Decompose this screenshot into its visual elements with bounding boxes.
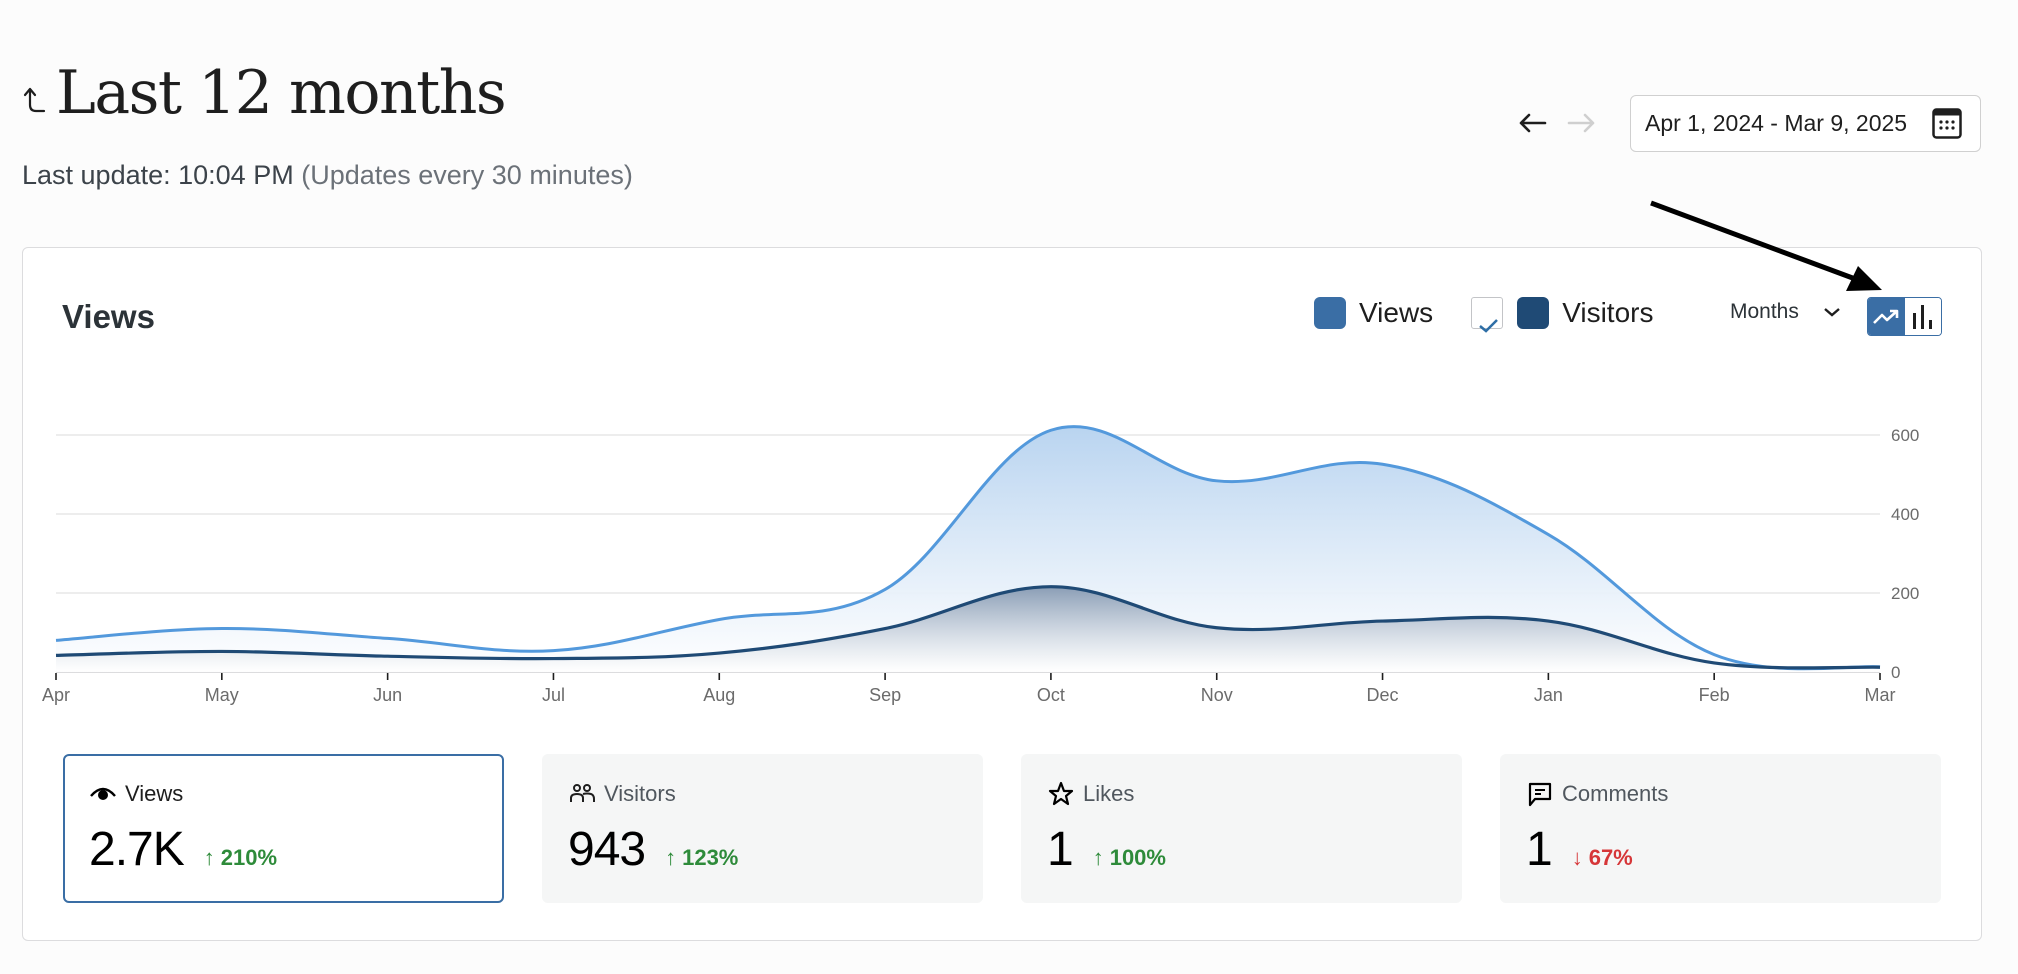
y-tick-label: 400 [1891, 505, 1919, 524]
x-tick-label: Apr [42, 685, 70, 705]
bar-chart-icon [1912, 304, 1932, 329]
stat-value-row: 2.7K ↑ 210% [89, 822, 502, 877]
checkmark-icon [1479, 319, 1499, 333]
last-update-time: Last update: 10:04 PM [22, 160, 294, 190]
next-period-arrow-icon[interactable] [1564, 106, 1598, 140]
last-update: Last update: 10:04 PM (Updates every 30 … [22, 160, 633, 191]
x-tick-label: Dec [1367, 685, 1399, 705]
stat-card-likes[interactable]: Likes 1 ↑ 100% [1021, 754, 1462, 903]
chevron-down-icon [1824, 308, 1840, 317]
x-tick-label: Feb [1699, 685, 1730, 705]
stat-change-percent: 210% [220, 845, 278, 870]
line-chart-button[interactable] [1868, 298, 1905, 335]
stats-row: Views 2.7K ↑ 210% Visitors 943 ↑ 123% Likes 1 ↑ 1… [63, 754, 1941, 903]
stat-label: Likes [1083, 781, 1135, 806]
date-range-picker[interactable]: Apr 1, 2024 - Mar 9, 2025 [1630, 95, 1981, 152]
stat-change-percent: 67% [1588, 845, 1633, 870]
eye-icon [89, 780, 117, 808]
stat-value-row: 943 ↑ 123% [568, 822, 983, 877]
y-tick-label: 600 [1891, 426, 1919, 445]
stat-value-row: 1 ↑ 100% [1047, 822, 1462, 877]
chart-type-toggle [1867, 297, 1942, 336]
stat-value-row: 1 ↓ 67% [1526, 822, 1941, 877]
arrow-up-icon: ↑ [203, 845, 215, 870]
stat-card-views[interactable]: Views 2.7K ↑ 210% [63, 754, 504, 903]
chart-legend: Views Visitors [1314, 296, 1654, 333]
star-icon [1047, 780, 1075, 808]
arrow-down-icon: ↓ [1571, 845, 1583, 870]
stat-value: 1 [1526, 823, 1553, 876]
stat-value: 943 [568, 823, 646, 876]
comment-icon [1526, 780, 1554, 808]
y-tick-label: 0 [1891, 663, 1900, 682]
card-title: Views [62, 298, 155, 335]
date-range-label: Apr 1, 2024 - Mar 9, 2025 [1645, 110, 1908, 136]
series-area-views [56, 426, 1880, 672]
stat-value: 1 [1047, 823, 1074, 876]
legend-swatch-visitors[interactable] [1517, 297, 1550, 329]
arrow-up-icon: ↑ [665, 845, 677, 870]
stat-change: ↑ 100% [1093, 845, 1166, 871]
legend-label-views: Views [1359, 297, 1434, 328]
stat-change-percent: 100% [1109, 845, 1166, 870]
stat-change: ↑ 210% [204, 845, 277, 871]
stat-header: Visitors [568, 780, 983, 808]
stat-label: Comments [1562, 781, 1669, 806]
x-tick-label: Sep [869, 685, 901, 705]
stat-change-percent: 123% [682, 845, 739, 870]
views-area-chart[interactable]: 0 200 400 600 Apr May Jun Jul Aug Sep Oct Nov Dec Jan… [23, 248, 1983, 728]
stat-label: Visitors [604, 781, 676, 806]
series-line-views [55, 425, 1881, 671]
page-title: Last 12 months [56, 58, 507, 128]
stat-label: Views [125, 781, 184, 806]
page-header: Last 12 months [22, 58, 507, 128]
trending-up-icon [1873, 309, 1899, 324]
x-tick-label: Oct [1037, 685, 1065, 705]
legend-label-visitors: Visitors [1562, 297, 1654, 328]
views-chart-card: Views Views Visitors Months 0 200 400 600 Ap… [22, 247, 1982, 941]
series-area-visitors [56, 586, 1880, 672]
period-select[interactable]: Months [1730, 300, 1841, 324]
arrow-up-icon: ↑ [1092, 845, 1104, 870]
stat-value: 2.7K [89, 823, 185, 876]
calendar-icon [1932, 108, 1962, 139]
period-select-value: Months [1730, 300, 1799, 323]
stat-header: Comments [1526, 780, 1941, 808]
previous-period-arrow-icon[interactable] [1516, 106, 1550, 140]
people-icon [568, 780, 596, 808]
stat-change: ↓ 67% [1572, 845, 1633, 871]
x-tick-label: May [205, 685, 239, 705]
visitors-toggle-checkbox[interactable] [1471, 297, 1504, 333]
stat-change: ↑ 123% [665, 845, 738, 871]
x-tick-label: Jan [1534, 685, 1563, 705]
x-tick-label: Jun [373, 685, 402, 705]
x-tick-label: Aug [703, 685, 735, 705]
bar-chart-button[interactable] [1904, 298, 1941, 335]
x-tick-label: Nov [1201, 685, 1233, 705]
stat-card-comments[interactable]: Comments 1 ↓ 67% [1500, 754, 1941, 903]
stat-card-visitors[interactable]: Visitors 943 ↑ 123% [542, 754, 983, 903]
legend-swatch-views[interactable] [1314, 297, 1346, 329]
update-frequency: (Updates every 30 minutes) [301, 160, 633, 190]
corner-up-arrow-icon[interactable] [22, 85, 48, 115]
x-tick-label: Mar [1865, 685, 1896, 705]
series-line-visitors [55, 585, 1881, 670]
stat-header: Views [89, 780, 502, 808]
period-navigation [1516, 106, 1598, 140]
y-tick-label: 200 [1891, 584, 1919, 603]
stat-header: Likes [1047, 780, 1462, 808]
x-tick-label: Jul [542, 685, 565, 705]
